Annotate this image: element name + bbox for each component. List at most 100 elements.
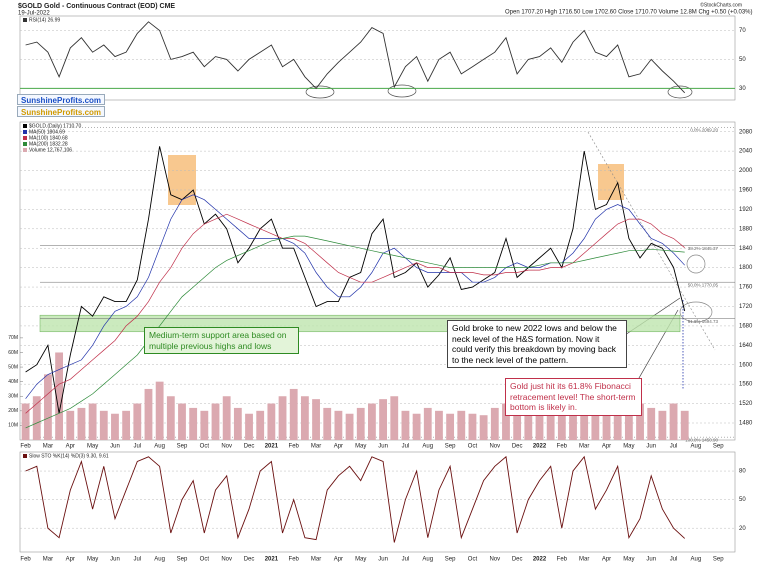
chart-date: 19-Jul-2022 — [18, 11, 50, 17]
volume-bar — [658, 410, 667, 440]
series-line — [25, 146, 686, 414]
volume-bar — [99, 410, 108, 440]
x-tick-label: Jul — [402, 444, 410, 450]
y-tick-label: 1640 — [739, 343, 753, 349]
y2-tick-label: 60M — [8, 350, 18, 356]
x-tick-label: Sep — [445, 557, 456, 563]
series-line — [25, 455, 686, 543]
volume-bar — [166, 396, 175, 440]
fib-label: 50.0% 1770.05 — [688, 282, 719, 287]
x-tick-label: Feb — [20, 557, 31, 563]
y2-tick-label: 50M — [8, 364, 18, 370]
x-tick-label: Apr — [602, 444, 611, 450]
volume-bar — [200, 410, 209, 440]
volume-bar — [624, 399, 633, 440]
quote: Open 1707.20 High 1716.50 Low 1702.60 Cl… — [505, 10, 753, 16]
volume-bar — [88, 403, 97, 440]
x-tick-label: Mar — [43, 557, 53, 563]
annotation: Medium-term support area based on multip… — [144, 327, 299, 354]
x-tick-label: Jun — [378, 557, 388, 563]
volume-bar — [569, 399, 577, 440]
y-tick-label: 1960 — [739, 188, 753, 194]
volume-bar — [178, 403, 186, 440]
volume-bar — [155, 381, 164, 440]
legend-swatch — [23, 142, 27, 146]
volume-bar — [468, 413, 477, 440]
series-line — [25, 194, 685, 399]
volume-bar — [412, 413, 421, 440]
volume-bar — [435, 410, 443, 440]
x-tick-label: Dec — [244, 444, 255, 450]
x-tick-label: Sep — [177, 557, 188, 563]
x-tick-label: Oct — [468, 557, 478, 563]
x-tick-label: Aug — [691, 444, 702, 450]
volume-bar — [680, 410, 689, 440]
volume-bar — [546, 407, 555, 440]
legend-label: MA(50) 1804.69 — [29, 129, 65, 135]
y-tick-label: 1560 — [739, 382, 753, 388]
x-tick-label: May — [355, 444, 366, 450]
volume-bar — [77, 407, 86, 440]
y-tick-label: 1920 — [739, 207, 753, 213]
volume-bar — [401, 410, 410, 440]
y-tick-label: 50 — [739, 497, 746, 503]
y-tick-label: 20 — [739, 526, 746, 532]
x-tick-label: Aug — [422, 444, 433, 450]
legend-swatch — [23, 130, 27, 134]
x-tick-label: Aug — [422, 557, 433, 563]
fib-label: 61.8% 1694.73 — [688, 319, 719, 324]
x-tick-label: Dec — [244, 557, 255, 563]
y-tick-label: 2000 — [739, 168, 753, 174]
volume-bar — [368, 403, 376, 440]
volume-bar — [211, 403, 220, 440]
x-tick-label: Jul — [670, 444, 678, 450]
x-tick-label: Nov — [489, 557, 500, 563]
legend-swatch — [23, 18, 27, 22]
volume-bar — [513, 410, 522, 440]
chart-title: $GOLD Gold - Continuous Contract (EOD) C… — [18, 3, 175, 10]
volume-bar — [256, 410, 265, 440]
volume-bar — [289, 388, 298, 440]
volume-bar — [390, 396, 399, 440]
series-line — [25, 213, 685, 414]
fib-label: 0.0% 2089.20 — [690, 127, 718, 132]
x-tick-label: Oct — [468, 444, 478, 450]
source: ©StockCharts.com — [700, 1, 742, 8]
x-tick-label: May — [623, 444, 634, 450]
annotation: Gold just hit its 61.8% Fibonacci retrac… — [505, 378, 642, 416]
x-tick-label: Apr — [334, 557, 343, 563]
x-tick-label: Jul — [133, 444, 141, 450]
fib-label: 38.2% 1845.37 — [688, 246, 719, 251]
x-tick-label: Jun — [110, 557, 120, 563]
legend-swatch — [23, 124, 27, 128]
x-tick-label: May — [623, 557, 634, 563]
x-tick-label: Apr — [66, 444, 75, 450]
volume-bar — [55, 352, 64, 440]
y-tick-label: 1520 — [739, 401, 753, 407]
volume-bar — [591, 396, 600, 440]
x-tick-label: 2021 — [265, 557, 279, 563]
x-tick-label: Nov — [221, 557, 232, 563]
x-tick-label: Sep — [713, 444, 724, 450]
x-tick-label: Apr — [334, 444, 343, 450]
watermark: SunshineProfits.com — [17, 106, 105, 117]
x-tick-label: Jul — [670, 557, 678, 563]
x-tick-label: Dec — [512, 557, 523, 563]
y2-tick-label: 10M — [8, 423, 18, 429]
y-tick-label: 1720 — [739, 304, 753, 310]
legend-label: MA(200) 1832.28 — [29, 141, 68, 147]
legend-label: MA(100) 1840.68 — [29, 135, 68, 141]
x-tick-label: Aug — [691, 557, 702, 563]
x-tick-label: 2022 — [533, 444, 547, 450]
x-tick-label: May — [87, 557, 98, 563]
x-tick-label: May — [355, 557, 366, 563]
x-tick-label: Feb — [557, 557, 568, 563]
volume-bar — [44, 374, 52, 440]
x-tick-label: Mar — [311, 444, 321, 450]
x-tick-label: Feb — [20, 444, 31, 450]
x-tick-label: Jun — [378, 444, 388, 450]
x-tick-label: Jun — [646, 557, 656, 563]
volume-bar — [557, 403, 566, 440]
volume-bar — [233, 407, 242, 440]
